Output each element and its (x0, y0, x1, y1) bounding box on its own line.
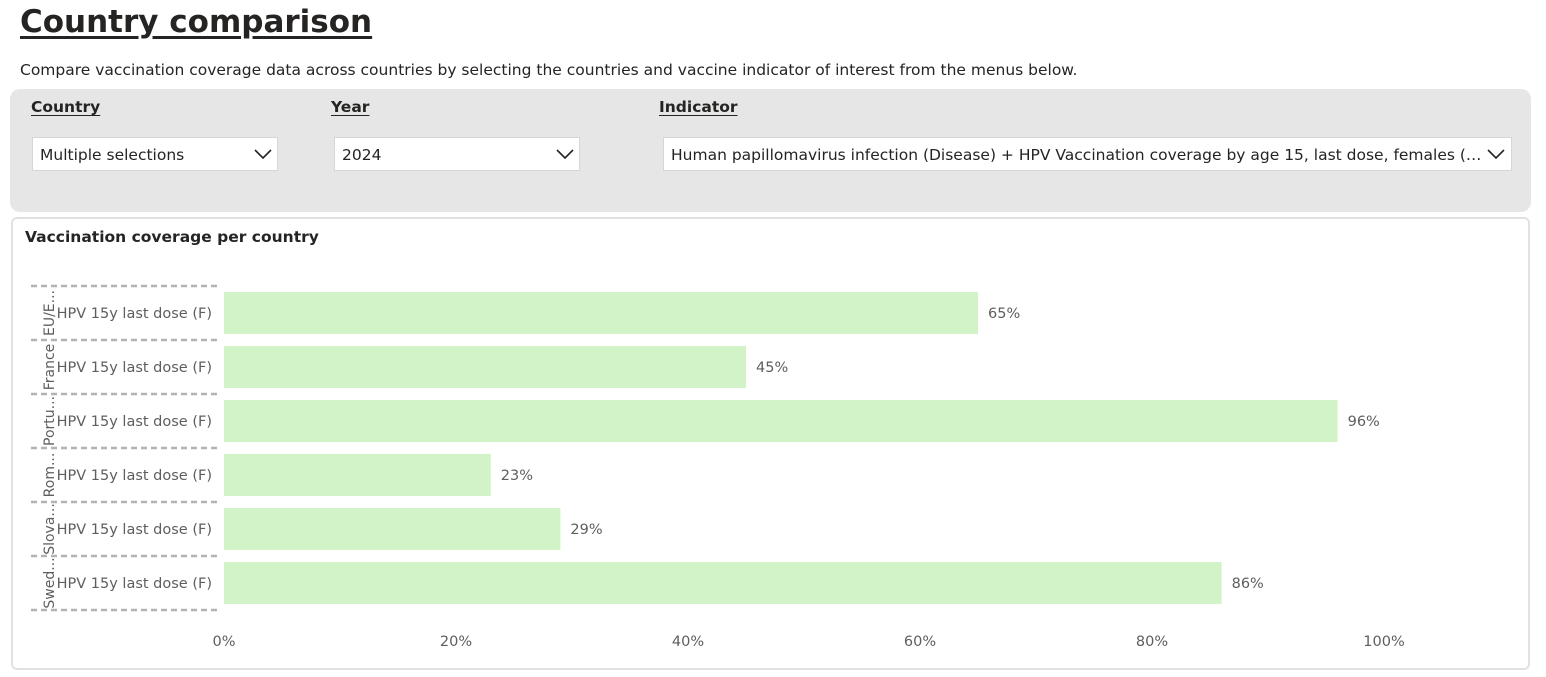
category-label: HPV 15y last dose (F) (57, 522, 212, 538)
country-dropdown[interactable]: Multiple selections (32, 137, 278, 171)
bar[interactable] (224, 562, 1222, 604)
bar[interactable] (224, 508, 561, 550)
country-filter-label: Country (31, 98, 101, 116)
page-description: Compare vaccination coverage data across… (20, 61, 1078, 79)
chart-title: Vaccination coverage per country (25, 228, 319, 246)
country-group-label: Portu... (42, 396, 58, 446)
country-group-label: Swed... (42, 557, 58, 608)
x-tick-label: 100% (1363, 634, 1404, 650)
category-label: HPV 15y last dose (F) (57, 306, 212, 322)
x-tick-label: 60% (904, 634, 936, 650)
indicator-dropdown[interactable]: Human papillomavirus infection (Disease)… (663, 137, 1512, 171)
indicator-filter-label: Indicator (659, 98, 738, 116)
category-label: HPV 15y last dose (F) (57, 414, 212, 430)
chevron-down-icon (254, 149, 272, 160)
bar[interactable] (224, 454, 491, 496)
country-group-label: Rom... (42, 453, 58, 498)
bar[interactable] (224, 400, 1338, 442)
x-tick-label: 40% (672, 634, 704, 650)
category-label: HPV 15y last dose (F) (57, 468, 212, 484)
bar[interactable] (224, 292, 978, 334)
chevron-down-icon (1487, 149, 1505, 160)
data-label: 86% (1232, 576, 1264, 592)
category-label: HPV 15y last dose (F) (57, 576, 212, 592)
bar-chart: EU/E...HPV 15y last dose (F) 65%FranceHPV… (31, 284, 1405, 650)
page-title: Country comparison (20, 4, 373, 40)
data-label: 45% (756, 360, 788, 376)
country-dropdown-value: Multiple selections (40, 146, 185, 164)
indicator-dropdown-value: Human papillomavirus infection (Disease)… (671, 146, 1483, 164)
year-dropdown[interactable]: 2024 (334, 137, 580, 171)
x-tick-label: 0% (212, 634, 235, 650)
x-tick-label: 80% (1136, 634, 1168, 650)
data-label: 23% (501, 468, 533, 484)
data-label: 29% (570, 522, 602, 538)
data-label: 96% (1348, 414, 1380, 430)
year-filter-label: Year (331, 98, 370, 116)
country-group-label: Slova... (42, 503, 58, 555)
chart-card: Vaccination coverage per country EU/E...… (11, 217, 1530, 670)
filter-panel: Country Multiple selections Year 2024 In… (10, 89, 1531, 212)
bar[interactable] (224, 346, 746, 388)
data-label: 65% (988, 306, 1020, 322)
country-group-label: France (42, 344, 58, 391)
x-tick-label: 20% (440, 634, 472, 650)
country-group-label: EU/E... (42, 290, 58, 336)
chevron-down-icon (556, 149, 574, 160)
category-label: HPV 15y last dose (F) (57, 360, 212, 376)
year-dropdown-value: 2024 (342, 146, 382, 164)
